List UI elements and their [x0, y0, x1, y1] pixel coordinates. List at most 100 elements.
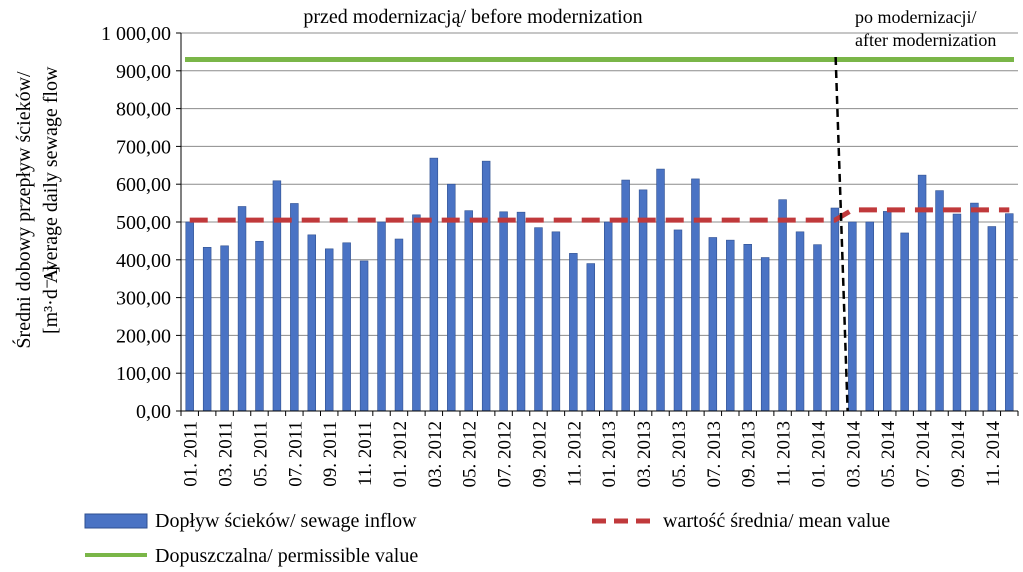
bar	[551, 231, 561, 412]
x-tick-label: 11. 2014	[983, 421, 1004, 487]
x-tick-label: 05. 2012	[460, 421, 481, 488]
bar	[255, 240, 264, 412]
y-tick-label: 100,00	[116, 363, 171, 385]
bar	[394, 238, 404, 412]
bar	[882, 211, 892, 412]
bar	[272, 180, 282, 412]
bar	[359, 260, 369, 412]
bar	[516, 211, 526, 412]
x-tick-label: 05. 2011	[250, 421, 271, 487]
x-tick-label: 11. 2012	[564, 421, 585, 487]
legend-label-permissible: Dopuszczalna/ permissible value	[155, 545, 418, 567]
x-tick-label: 03. 2014	[843, 421, 864, 488]
bar	[848, 221, 857, 412]
bar	[935, 190, 944, 412]
bar	[569, 253, 578, 412]
bar	[324, 248, 334, 412]
bar	[726, 239, 735, 412]
bar	[952, 213, 962, 412]
bar	[813, 244, 822, 412]
x-tick-label: 03. 2012	[425, 421, 446, 488]
bar	[987, 226, 997, 412]
bar	[795, 231, 805, 412]
y-axis-title-line1: Średni dobowy przepływ ścieków/	[11, 71, 35, 349]
bar	[290, 203, 299, 412]
x-tick-label: 05. 2013	[669, 421, 690, 488]
x-tick-label: 01. 2014	[808, 421, 829, 488]
y-tick-label: 0,00	[136, 401, 171, 423]
bar	[656, 168, 665, 412]
x-axis: 01. 2011 03. 2011 05. 2011 07. 2011 09. 2011…	[180, 410, 1019, 488]
y-tick-label: 200,00	[116, 325, 171, 347]
annotations: przed modernizacją/ before modernization…	[303, 6, 996, 50]
x-tick-label: 01. 2012	[390, 421, 411, 488]
bar	[534, 227, 543, 412]
bar	[185, 221, 194, 412]
y-tick-label: 500,00	[116, 212, 171, 234]
x-tick-label: 07. 2011	[285, 421, 306, 487]
bar	[970, 202, 979, 412]
after-modernization-label-line1: po modernizacji/	[855, 7, 976, 27]
y-tick-label: 400,00	[116, 250, 171, 272]
x-tick-label: 07. 2012	[495, 421, 516, 488]
legend-label-inflow: Dopływ ścieków/ sewage inflow	[155, 510, 417, 532]
x-tick-label: 03. 2011	[216, 421, 237, 487]
x-tick-label: 05. 2014	[878, 421, 899, 488]
x-tick-label: 01. 2011	[181, 421, 202, 487]
legend: Dopływ ścieków/ sewage inflow wartość śr…	[84, 510, 890, 567]
y-tick-label: 300,00	[116, 288, 171, 310]
bar	[865, 221, 875, 412]
bar	[464, 210, 473, 412]
bar	[499, 211, 508, 412]
bar-series	[185, 157, 1014, 412]
mean-value-line	[189, 207, 1010, 223]
bar	[708, 237, 718, 412]
x-tick-label: 07. 2014	[913, 421, 934, 488]
legend-swatch-inflow	[84, 513, 148, 529]
x-tick-label: 07. 2013	[704, 421, 725, 488]
bar	[743, 244, 752, 412]
y-tick-label: 800,00	[116, 99, 171, 121]
bar	[202, 247, 212, 412]
x-tick-label: 03. 2013	[634, 421, 655, 488]
bar	[900, 232, 909, 412]
line-series	[185, 56, 1014, 412]
x-tick-label: 11. 2013	[774, 421, 795, 487]
bar	[412, 214, 421, 412]
bar	[429, 157, 439, 412]
bar	[220, 245, 229, 412]
x-tick-label: 09. 2013	[739, 421, 760, 488]
bar	[691, 178, 700, 412]
y-tick-label: 1 000,00	[101, 23, 171, 45]
bar	[342, 242, 351, 412]
y-axis-title-line2: Average daily sewage flow	[40, 66, 62, 283]
y-axis-title-unit: [m³·d⁻¹]	[40, 266, 62, 334]
bar	[760, 257, 770, 412]
modernization-divider	[834, 56, 849, 412]
legend-label-mean: wartość średnia/ mean value	[663, 510, 890, 532]
bar	[673, 229, 683, 412]
bar	[307, 234, 317, 412]
y-tick-label: 600,00	[116, 174, 171, 196]
x-tick-label: 09. 2014	[948, 421, 969, 488]
y-tick-label: 900,00	[116, 61, 171, 83]
bar	[778, 199, 787, 412]
y-axis: 0,00 100,00 200,00 300,00 400,00 500,00 600,00…	[101, 23, 182, 423]
bar	[481, 160, 491, 412]
bar	[586, 263, 596, 412]
before-modernization-label: przed modernizacją/ before modernization	[303, 6, 642, 28]
x-tick-label: 09. 2011	[320, 421, 341, 487]
x-tick-label: 09. 2012	[529, 421, 550, 488]
bar	[377, 221, 386, 412]
x-tick-label: 01. 2013	[599, 421, 620, 488]
y-tick-label: 700,00	[116, 136, 171, 158]
bar	[621, 179, 630, 412]
bar	[603, 221, 613, 412]
y-axis-title: Średni dobowy przepływ ścieków/ Average …	[11, 66, 62, 349]
bar	[638, 189, 648, 412]
after-modernization-label-line2: after modernization	[855, 30, 996, 50]
bar	[237, 206, 247, 412]
x-tick-label: 11. 2011	[355, 421, 376, 486]
